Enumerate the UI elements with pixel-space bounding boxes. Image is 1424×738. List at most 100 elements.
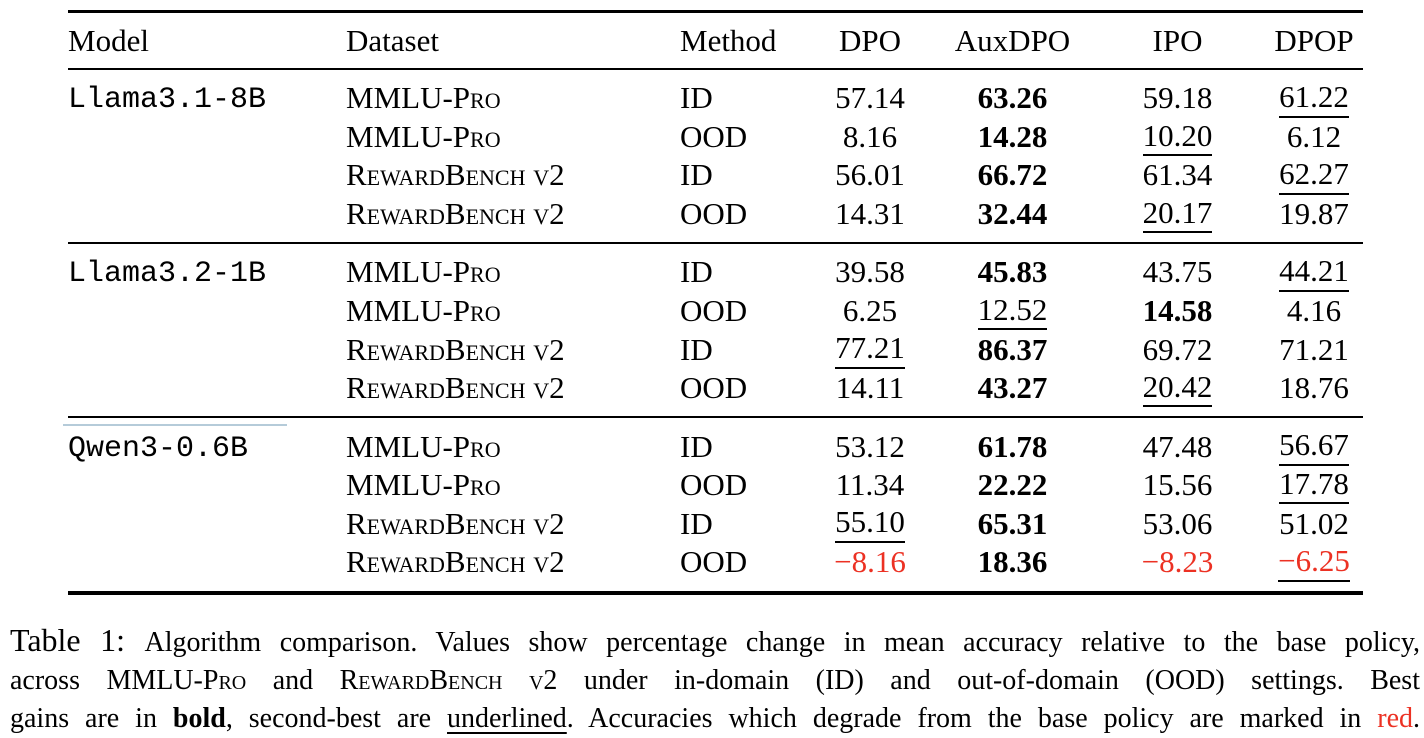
metric-value: 61.34 bbox=[1142, 157, 1213, 193]
caption-segment: bold bbox=[172, 702, 226, 734]
dataset-name: RewardBench v2 bbox=[346, 505, 565, 541]
dataset-name: MMLU-Pro bbox=[346, 118, 501, 154]
dataset-name: MMLU-Pro bbox=[346, 80, 501, 116]
metric-value: 18.76 bbox=[1279, 370, 1349, 406]
metric-value: 53.06 bbox=[1142, 505, 1213, 541]
metric-value: −8.16 bbox=[834, 544, 906, 580]
value-cell: 20.17 bbox=[1090, 195, 1265, 244]
caption-segment: RewardBench v2 bbox=[339, 664, 558, 696]
value-cell: 32.44 bbox=[935, 195, 1090, 244]
method-cell: ID bbox=[680, 157, 713, 193]
caption-segment: . Accuracies which degrade from the base… bbox=[566, 702, 1378, 734]
dataset-cell: MMLU-Pro bbox=[346, 68, 680, 118]
dataset-name: MMLU-Pro bbox=[346, 254, 501, 290]
method-cell: ID bbox=[680, 331, 713, 367]
value-cell: 47.48 bbox=[1090, 416, 1265, 466]
value-cell: −8.23 bbox=[1090, 543, 1265, 593]
table-row: MMLU-Pro OOD 11.34 22.22 15.56 17.78 bbox=[68, 466, 1363, 505]
value-cell: 6.25 bbox=[805, 292, 935, 331]
value-cell: 66.72 bbox=[935, 156, 1090, 195]
table-row: RewardBench v2 OOD 14.11 43.27 20.42 18.76 bbox=[68, 369, 1363, 418]
metric-value: 77.21 bbox=[835, 332, 905, 369]
caption-line: gains are in bold, second-best are under… bbox=[10, 700, 1420, 738]
caption-segment: Algorithm comparison. Values show percen… bbox=[144, 626, 1421, 658]
results-table-container: Model Dataset Method DPO AuxDPO IPO DPOP… bbox=[63, 10, 1363, 595]
table-row: RewardBench v2 ID 55.10 65.31 53.06 51.02 bbox=[68, 504, 1363, 544]
method-cell: OOD bbox=[680, 467, 748, 503]
column-header-dataset: Dataset bbox=[346, 11, 680, 70]
value-cell: 57.14 bbox=[805, 68, 935, 118]
caption-line: across MMLU-Pro and RewardBench v2 under… bbox=[10, 662, 1420, 700]
metric-value: 8.16 bbox=[842, 118, 898, 154]
value-cell: 62.27 bbox=[1265, 156, 1363, 195]
caption-line: Table 1: Algorithm comparison. Values sh… bbox=[10, 621, 1420, 662]
metric-value: 6.25 bbox=[842, 293, 898, 328]
model-cell: Llama3.2-1B bbox=[68, 242, 346, 292]
dataset-cell: MMLU-Pro bbox=[346, 118, 680, 157]
dataset-name: RewardBench v2 bbox=[346, 544, 565, 580]
dataset-name: RewardBench v2 bbox=[346, 331, 565, 367]
metric-value: 15.56 bbox=[1142, 467, 1213, 503]
value-cell: 14.58 bbox=[1090, 292, 1265, 331]
dataset-cell: RewardBench v2 bbox=[346, 330, 680, 369]
column-header-dpop: DPOP bbox=[1265, 11, 1363, 70]
value-cell: 11.34 bbox=[805, 466, 935, 505]
value-cell: 65.31 bbox=[935, 504, 1090, 543]
method-cell: ID bbox=[680, 505, 713, 541]
model-cell bbox=[68, 195, 346, 244]
dataset-cell: MMLU-Pro bbox=[346, 416, 680, 466]
table-row: RewardBench v2 OOD −8.16 18.36 −8.23 −6.25 bbox=[68, 543, 1363, 593]
metric-value: 32.44 bbox=[977, 195, 1048, 231]
metric-value: 55.10 bbox=[835, 506, 905, 544]
value-cell: 59.18 bbox=[1090, 68, 1265, 118]
caption-segment: under in-domain (ID) and out-of-domain (… bbox=[557, 664, 1420, 696]
method-cell: ID bbox=[680, 242, 805, 292]
caption-segment: and bbox=[246, 664, 340, 696]
value-cell: 14.11 bbox=[805, 369, 935, 418]
value-cell: −8.16 bbox=[805, 543, 935, 593]
dataset-cell: MMLU-Pro bbox=[346, 466, 680, 505]
dataset-cell: RewardBench v2 bbox=[346, 369, 680, 418]
value-cell: 77.21 bbox=[805, 330, 935, 369]
dataset-name: RewardBench v2 bbox=[346, 370, 565, 406]
metric-value: 6.12 bbox=[1286, 118, 1342, 154]
header-row: Model Dataset Method DPO AuxDPO IPO DPOP bbox=[68, 11, 1363, 70]
model-name: Llama3.2-1B bbox=[68, 257, 267, 292]
dataset-cell: RewardBench v2 bbox=[346, 543, 680, 593]
method-cell: OOD bbox=[680, 293, 748, 328]
metric-value: 11.34 bbox=[835, 467, 905, 503]
metric-value: 19.87 bbox=[1279, 195, 1349, 231]
metric-value: 20.42 bbox=[1142, 370, 1213, 408]
table-row: Llama3.1-8B MMLU-Pro ID 57.14 63.26 59.18 61.2… bbox=[68, 68, 1363, 118]
value-cell: 43.75 bbox=[1090, 242, 1265, 292]
column-header-method: Method bbox=[680, 11, 805, 70]
table-caption: Table 1: Algorithm comparison. Values sh… bbox=[10, 621, 1420, 738]
model-cell bbox=[68, 156, 346, 195]
dataset-name: RewardBench v2 bbox=[346, 195, 565, 231]
value-cell: 71.21 bbox=[1265, 330, 1363, 369]
value-cell: 15.56 bbox=[1090, 466, 1265, 505]
caption-segment: MMLU-Pro bbox=[106, 664, 247, 696]
metric-value: 57.14 bbox=[835, 80, 905, 116]
method-cell: OOD bbox=[680, 118, 748, 154]
column-header-ipo: IPO bbox=[1090, 11, 1265, 70]
table-row: RewardBench v2 ID 77.21 86.37 69.72 71.21 bbox=[68, 330, 1363, 369]
model-cell bbox=[68, 369, 346, 418]
metric-value: 47.48 bbox=[1142, 428, 1213, 464]
value-cell: 51.02 bbox=[1265, 504, 1363, 543]
metric-value: 63.26 bbox=[977, 80, 1048, 116]
value-cell: 6.12 bbox=[1265, 118, 1363, 157]
caption-segment: underlined bbox=[447, 702, 567, 734]
column-header-model: Model bbox=[68, 11, 346, 70]
metric-value: 14.58 bbox=[1142, 293, 1213, 328]
table-row: RewardBench v2 ID 56.01 66.72 61.34 62.27 bbox=[68, 156, 1363, 195]
value-cell: 56.01 bbox=[805, 156, 935, 195]
value-cell: 43.27 bbox=[935, 369, 1090, 418]
dataset-name: MMLU-Pro bbox=[346, 428, 501, 464]
dataset-name: RewardBench v2 bbox=[346, 157, 565, 193]
metric-value: 51.02 bbox=[1279, 505, 1349, 541]
metric-value: 10.20 bbox=[1142, 119, 1213, 157]
value-cell: 44.21 bbox=[1265, 242, 1363, 292]
column-header-dpo: DPO bbox=[805, 11, 935, 70]
metric-value: −8.23 bbox=[1141, 544, 1214, 580]
